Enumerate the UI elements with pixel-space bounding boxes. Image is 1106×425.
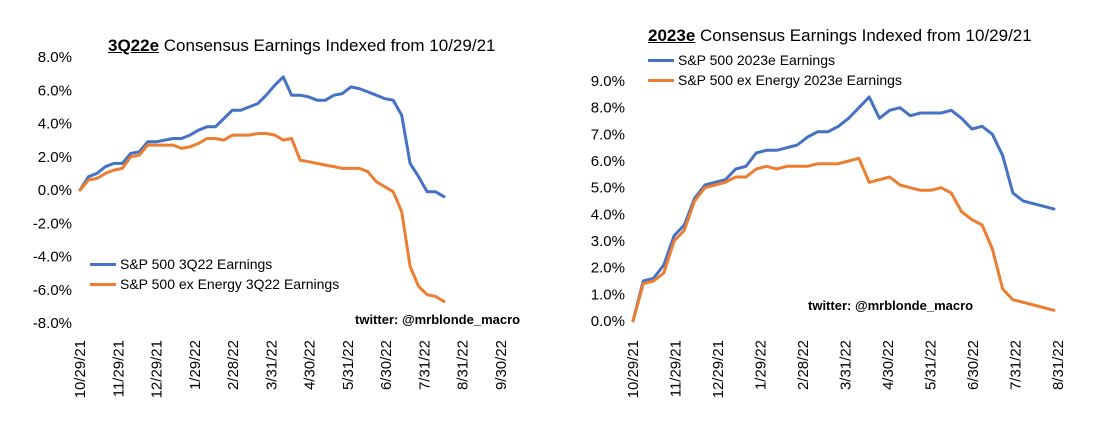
chart-title: 2023e Consensus Earnings Indexed from 10… bbox=[648, 26, 1032, 46]
chart-panel-2023e: 2023e Consensus Earnings Indexed from 10… bbox=[566, 0, 1106, 425]
y-tick-label: -6.0% bbox=[33, 282, 72, 299]
series-line-orange bbox=[631, 156, 1056, 323]
y-tick-label: -2.0% bbox=[33, 215, 72, 232]
legend-label: S&P 500 ex Energy 2023e Earnings bbox=[678, 72, 902, 88]
legend-item: S&P 500 2023e Earnings bbox=[648, 50, 902, 70]
legend-swatch-blue bbox=[648, 58, 674, 62]
legend-item: S&P 500 ex Energy 2023e Earnings bbox=[648, 70, 902, 90]
chart-title-rest: Consensus Earnings Indexed from 10/29/21 bbox=[159, 36, 496, 55]
x-tick-label: 11/29/21 bbox=[668, 340, 685, 397]
x-tick-label: 11/29/21 bbox=[110, 340, 127, 397]
y-tick-label: 1.0% bbox=[591, 286, 625, 303]
legend-swatch-orange bbox=[90, 282, 116, 286]
legend-swatch-orange bbox=[648, 78, 674, 82]
y-tick-label: 2.0% bbox=[591, 260, 625, 277]
y-tick-label: 4.0% bbox=[591, 206, 625, 223]
y-tick-label: 6.0% bbox=[38, 82, 72, 99]
legend-label: S&P 500 2023e Earnings bbox=[678, 52, 835, 68]
x-tick-label: 4/30/22 bbox=[302, 340, 319, 390]
legend-item: S&P 500 3Q22 Earnings bbox=[90, 254, 339, 274]
x-tick-label: 1/29/22 bbox=[187, 340, 204, 390]
x-tick-label: 7/31/22 bbox=[1008, 340, 1025, 390]
y-tick-label: 6.0% bbox=[591, 153, 625, 170]
x-tick-label: 8/31/22 bbox=[455, 340, 472, 390]
twitter-credit: twitter: @mrblonde_macro bbox=[808, 298, 974, 313]
y-tick-label: 2.0% bbox=[38, 149, 72, 166]
chart-title-bold: 2023e bbox=[648, 26, 696, 45]
x-tick-label: 8/31/22 bbox=[1050, 340, 1067, 390]
y-tick-label: 3.0% bbox=[591, 233, 625, 250]
legend-item: S&P 500 ex Energy 3Q22 Earnings bbox=[90, 274, 339, 294]
chart-legend: S&P 500 3Q22 Earnings S&P 500 ex Energy … bbox=[90, 254, 339, 294]
y-tick-label: 0.0% bbox=[38, 182, 72, 199]
x-tick-label: 5/31/22 bbox=[923, 340, 940, 390]
x-tick-label: 1/29/22 bbox=[753, 340, 770, 390]
y-tick-label: -4.0% bbox=[33, 249, 72, 266]
x-tick-label: 12/29/21 bbox=[710, 340, 727, 398]
chart-svg: 9.0% 8.0% 7.0% 6.0% 5.0% 4.0% 3.0% 2.0% 1.0% 0.0%… bbox=[591, 73, 1067, 398]
x-tick-label: 7/31/22 bbox=[416, 340, 433, 390]
chart-title: 3Q22e Consensus Earnings Indexed from 10… bbox=[108, 36, 495, 56]
x-tick-label: 9/30/22 bbox=[493, 340, 510, 390]
y-tick-label: -8.0% bbox=[33, 315, 72, 332]
y-tick-label: 8.0% bbox=[38, 49, 72, 66]
x-tick-label: 6/30/22 bbox=[965, 340, 982, 390]
legend-label: S&P 500 ex Energy 3Q22 Earnings bbox=[120, 276, 340, 292]
chart-svg: 8.0% 6.0% 4.0% 2.0% 0.0% -2.0% -4.0% -6.0% -8.0%… bbox=[33, 49, 510, 398]
x-tick-label: 2/28/22 bbox=[795, 340, 812, 390]
legend-swatch-blue bbox=[90, 262, 116, 266]
chart-panel-3q22: 3Q22e Consensus Earnings Indexed from 10… bbox=[33, 36, 521, 398]
y-tick-label: 4.0% bbox=[38, 116, 72, 133]
chart-title-bold: 3Q22e bbox=[108, 36, 160, 55]
y-tick-label: 9.0% bbox=[591, 73, 625, 90]
x-tick-label: 10/29/21 bbox=[625, 340, 642, 398]
chart-title-rest: Consensus Earnings Indexed from 10/29/21 bbox=[695, 26, 1032, 45]
x-tick-label: 3/31/22 bbox=[263, 340, 280, 390]
y-tick-label: 7.0% bbox=[591, 126, 625, 143]
x-tick-label: 12/29/21 bbox=[149, 340, 166, 398]
y-tick-label: 5.0% bbox=[591, 180, 625, 197]
x-tick-label: 3/31/22 bbox=[838, 340, 855, 390]
y-tick-label: 0.0% bbox=[591, 313, 625, 330]
x-tick-label: 10/29/21 bbox=[72, 340, 89, 398]
series-line-blue bbox=[631, 95, 1056, 323]
x-tick-label: 2/28/22 bbox=[225, 340, 242, 390]
chart-legend: S&P 500 2023e Earnings S&P 500 ex Energy… bbox=[648, 50, 902, 90]
y-tick-label: 8.0% bbox=[591, 100, 625, 117]
series-line-blue bbox=[78, 75, 446, 199]
twitter-credit: twitter: @mrblonde_macro bbox=[355, 312, 521, 327]
legend-label: S&P 500 3Q22 Earnings bbox=[120, 256, 273, 272]
series-line-orange bbox=[78, 132, 446, 303]
x-tick-label: 5/31/22 bbox=[340, 340, 357, 390]
x-tick-label: 4/30/22 bbox=[880, 340, 897, 390]
x-tick-label: 6/30/22 bbox=[378, 340, 395, 390]
